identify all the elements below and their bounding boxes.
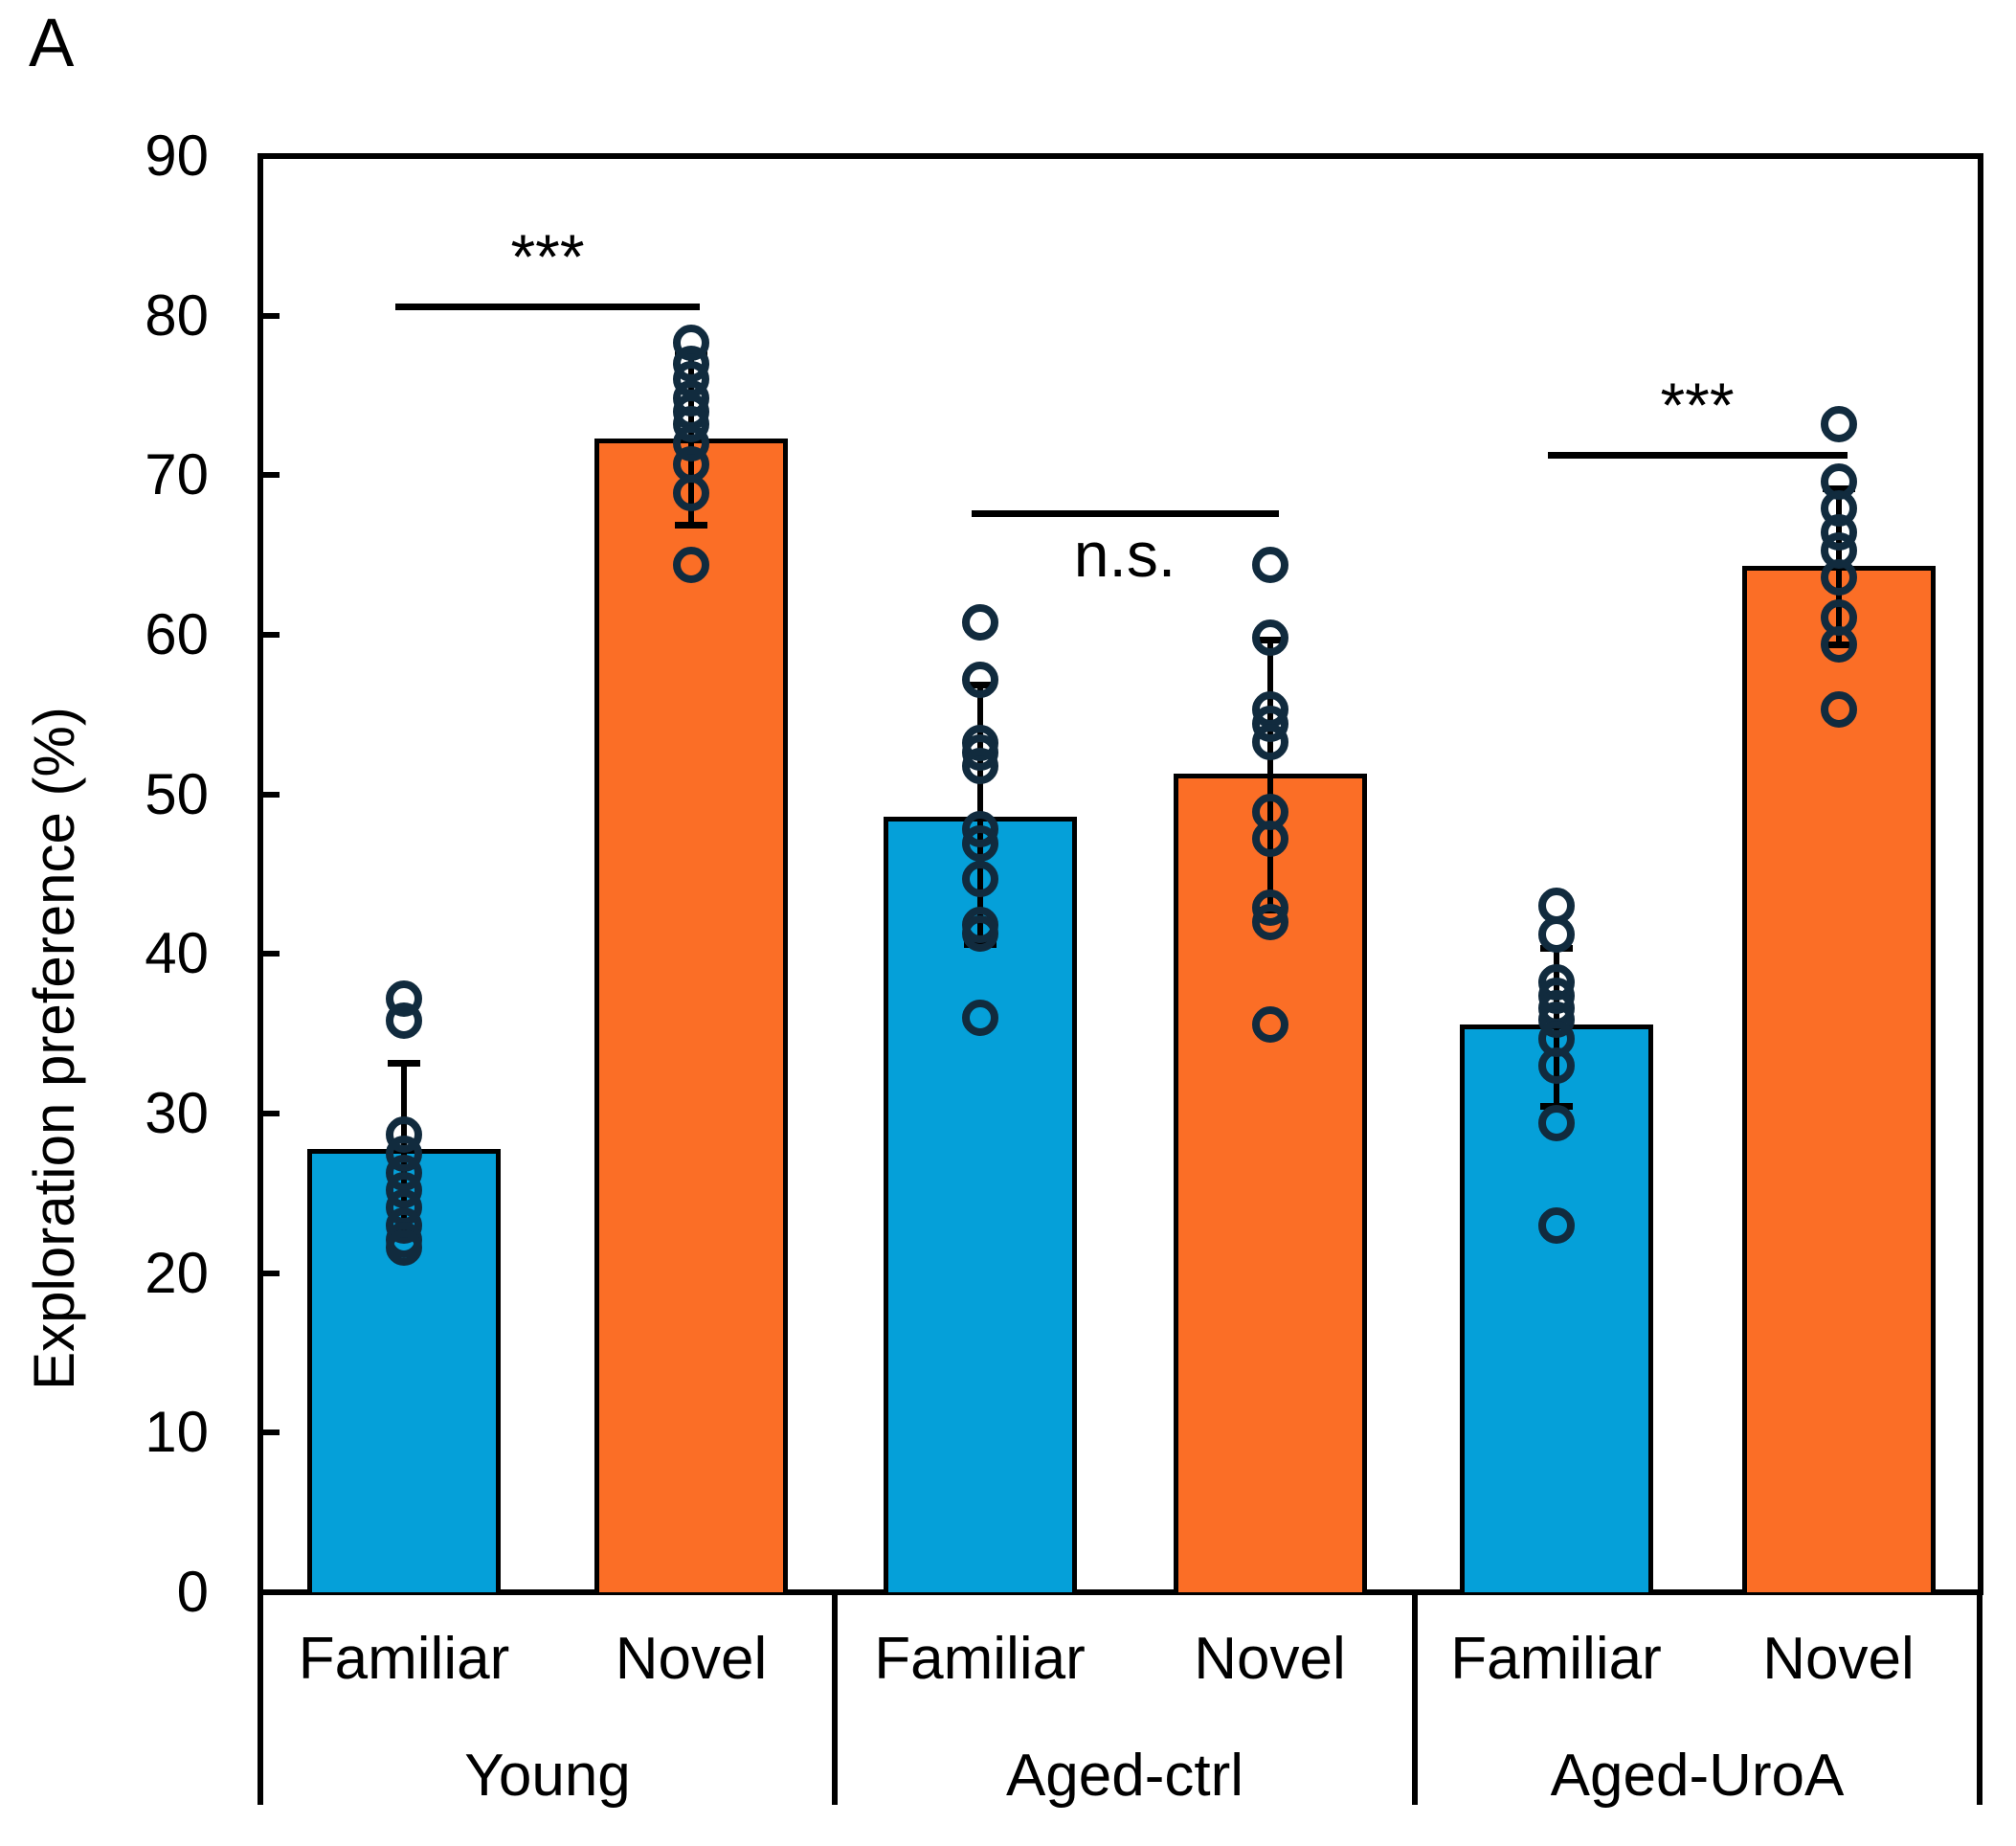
y-tick-label-40: 40 [145, 921, 209, 986]
y-tick-label-0: 0 [176, 1560, 209, 1624]
x-label-aged-ctrl-familiar: Familiar [874, 1626, 1086, 1692]
panel-label: A [29, 6, 75, 81]
data-point-aged-ctrl-novel-1 [1251, 546, 1288, 583]
data-point-aged-ctrl-familiar-11 [961, 1000, 998, 1036]
bar-young-novel [594, 439, 788, 1592]
data-point-aged-uroa-novel-6 [1820, 559, 1857, 596]
data-point-young-novel-9 [673, 474, 709, 511]
y-tick-mark-50 [260, 791, 280, 798]
data-point-young-familiar-2 [386, 1002, 422, 1040]
data-point-aged-ctrl-familiar-1 [961, 603, 998, 641]
x-axis-divider-1 [258, 1592, 263, 1805]
plot-frame [258, 153, 1983, 1595]
y-tick-mark-70 [260, 472, 280, 479]
data-point-aged-uroa-familiar-2 [1537, 916, 1575, 954]
x-label-aged-uroa-familiar: Familiar [1450, 1626, 1662, 1692]
error-cap-top-young-familiar [388, 1059, 420, 1067]
data-point-aged-ctrl-familiar-7 [961, 825, 998, 863]
y-tick-mark-60 [260, 632, 280, 638]
y-tick-mark-10 [260, 1430, 280, 1436]
x-axis-divider-4 [1977, 1592, 1982, 1805]
y-tick-label-60: 60 [145, 602, 209, 666]
data-point-young-novel-10 [673, 546, 709, 583]
y-tick-label-90: 90 [145, 124, 209, 188]
y-tick-label-20: 20 [145, 1240, 209, 1305]
data-point-aged-uroa-familiar-10 [1537, 1206, 1575, 1244]
x-axis-divider-3 [1412, 1592, 1418, 1805]
group-label-aged-uroa: Aged-UroA [1550, 1743, 1845, 1809]
y-tick-label-30: 30 [145, 1081, 209, 1145]
y-tick-label-10: 10 [145, 1400, 209, 1465]
x-label-aged-uroa-novel: Novel [1762, 1626, 1915, 1692]
data-point-aged-uroa-novel-1 [1820, 406, 1857, 442]
data-point-aged-ctrl-novel-2 [1251, 619, 1288, 657]
data-point-aged-uroa-familiar-9 [1537, 1105, 1575, 1141]
data-point-aged-uroa-novel-9 [1820, 691, 1857, 729]
group-label-aged-ctrl: Aged-ctrl [1005, 1743, 1244, 1809]
data-point-aged-ctrl-familiar-2 [961, 661, 998, 698]
y-tick-mark-80 [260, 312, 280, 319]
significance-label-young: *** [510, 220, 585, 292]
y-tick-mark-20 [260, 1270, 280, 1276]
error-cap-bottom-young-novel [675, 522, 707, 529]
y-tick-label-70: 70 [145, 442, 209, 507]
data-point-young-familiar-10 [386, 1229, 422, 1266]
x-label-aged-ctrl-novel: Novel [1194, 1626, 1346, 1692]
group-label-young: Young [464, 1743, 631, 1809]
x-label-young-familiar: Familiar [298, 1626, 510, 1692]
data-point-aged-ctrl-novel-5 [1251, 723, 1288, 760]
y-tick-label-80: 80 [145, 282, 209, 348]
significance-label-aged-uroa: *** [1660, 369, 1735, 440]
x-label-young-novel: Novel [615, 1626, 768, 1692]
error-bar-aged-ctrl-novel [1266, 640, 1273, 910]
data-point-aged-uroa-familiar-8 [1537, 1047, 1575, 1084]
y-tick-mark-40 [260, 951, 280, 957]
data-point-aged-ctrl-novel-9 [1251, 904, 1288, 940]
data-point-aged-ctrl-familiar-5 [961, 747, 998, 784]
data-point-aged-uroa-novel-8 [1820, 626, 1857, 663]
significance-line-aged-uroa [1547, 451, 1848, 459]
data-point-aged-ctrl-familiar-8 [961, 861, 998, 897]
significance-line-aged-ctrl [971, 510, 1279, 518]
bar-aged-uroa-novel [1741, 566, 1936, 1592]
data-point-aged-ctrl-familiar-10 [961, 914, 998, 952]
y-tick-mark-30 [260, 1111, 280, 1116]
significance-label-aged-ctrl: n.s. [1073, 519, 1176, 591]
data-point-aged-ctrl-novel-10 [1251, 1005, 1288, 1043]
significance-line-young [395, 303, 700, 310]
x-axis-divider-2 [832, 1592, 838, 1805]
y-tick-label-50: 50 [145, 761, 209, 826]
data-point-aged-ctrl-novel-7 [1251, 821, 1288, 858]
